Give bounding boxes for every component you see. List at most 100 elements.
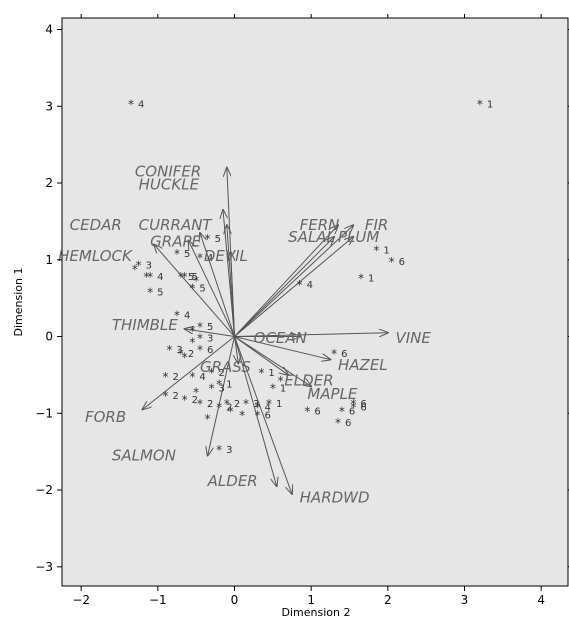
point-marker: * (350, 397, 356, 411)
point-group-label: 2 (226, 403, 232, 414)
point-marker: * (216, 443, 222, 457)
point-marker: * (243, 397, 249, 411)
y-tick-label: 1 (45, 253, 53, 267)
point-marker: * (189, 335, 195, 349)
loading-vectors (143, 168, 388, 494)
point-group-label: 5 (199, 284, 205, 295)
x-tick-label: 0 (231, 593, 239, 607)
point-marker: * (228, 404, 234, 418)
point-group-label: 6 (360, 403, 366, 414)
vector-label-plum: PLUM (338, 228, 379, 246)
point-marker: * (197, 397, 203, 411)
point-group-label: 4 (184, 311, 190, 322)
point-marker: * (143, 270, 149, 284)
vector-label-hazel: HAZEL (338, 356, 388, 374)
point-group-label: 1 (280, 383, 286, 394)
vector-hardwd (234, 336, 293, 494)
vector-fir (234, 225, 354, 337)
point-marker: * (189, 282, 195, 296)
vector-label-hardwd: HARDWD (300, 489, 370, 507)
point-group-label: 3 (176, 345, 182, 356)
point-marker: * (163, 370, 169, 384)
x-tick-label: 2 (384, 593, 392, 607)
vector-maple (234, 336, 312, 387)
point-marker: * (182, 351, 188, 365)
point-group-label: 2 (219, 368, 225, 379)
vector-salal (234, 237, 335, 337)
point-marker: * (258, 366, 264, 380)
point-marker: * (163, 389, 169, 403)
point-marker: * (132, 262, 138, 276)
x-tick-label: 1 (307, 593, 315, 607)
point-marker: * (389, 255, 395, 269)
point-group-label: 2 (173, 372, 179, 383)
point-marker: * (178, 347, 184, 361)
vector-label-forb: FORB (85, 408, 126, 426)
vector-label-devil: DEVIL (204, 247, 248, 265)
point-group-label: 6 (341, 349, 347, 360)
vector-label-hemlock: HEMLOCK (58, 247, 133, 265)
vector-label-salal: SALAL (288, 228, 335, 246)
point-group-label: 5 (192, 272, 198, 283)
point-group-label: 4 (265, 403, 271, 414)
vector-label-fir: FIR (365, 216, 388, 234)
point-marker: * (358, 272, 364, 286)
point-group-label: 6 (345, 418, 351, 429)
vector-label-salmon: SALMON (112, 447, 176, 465)
y-tick-label: −2 (35, 483, 53, 497)
point-group-label: 3 (219, 383, 225, 394)
x-tick-label: 4 (537, 593, 545, 607)
point-marker: * (197, 251, 203, 265)
point-group-label: 1 (226, 380, 232, 391)
point-marker: * (147, 285, 153, 299)
point-group-label: 4 (199, 372, 205, 383)
x-tick-label: 3 (461, 593, 469, 607)
point-group-label: 6 (399, 257, 405, 268)
point-marker: * (270, 381, 276, 395)
point-marker: * (209, 381, 215, 395)
point-marker: * (350, 401, 356, 415)
point-marker: * (477, 97, 483, 111)
point-group-label: 3 (253, 399, 259, 410)
vector-label-ocean: OCEAN (254, 329, 307, 347)
y-tick-label: −3 (35, 560, 53, 574)
point-marker: * (147, 270, 153, 284)
point-marker: * (128, 97, 134, 111)
point-group-label: 5 (215, 234, 221, 245)
point-marker: * (239, 408, 245, 422)
point-group-label: 6 (349, 406, 355, 417)
y-tick-label: −1 (35, 406, 53, 420)
point-group-label: 2 (234, 399, 240, 410)
point-marker: * (178, 270, 184, 284)
point-marker: * (335, 416, 341, 430)
point-group-label: 1 (487, 99, 493, 110)
y-tick-label: 0 (45, 330, 53, 344)
x-tick-label: −2 (72, 593, 90, 607)
point-group-label: 3 (146, 261, 152, 272)
vector-label-grape: GRAPE (150, 232, 201, 250)
point-marker: * (331, 347, 337, 361)
vector-vine (234, 333, 388, 338)
point-group-label: 6 (314, 406, 320, 417)
point-group-label: 4 (157, 272, 163, 283)
point-marker: * (216, 378, 222, 392)
vector-fern (234, 225, 339, 337)
point-group-label: 6 (265, 410, 271, 421)
point-marker: * (205, 412, 211, 426)
point-marker: * (255, 408, 261, 422)
point-group-label: 2 (207, 399, 213, 410)
vector-cedar (200, 233, 235, 337)
vector-label-vine: VINE (396, 329, 432, 347)
vector-label-currant: CURRANT (139, 216, 214, 234)
y-tick-label: 2 (45, 176, 53, 190)
point-group-label: 6 (207, 345, 213, 356)
point-group-label: 5 (157, 287, 163, 298)
y-tick-label: 3 (45, 99, 53, 113)
point-marker: * (373, 243, 379, 257)
vector-devil (231, 252, 235, 337)
vector-grass (235, 336, 239, 364)
vector-label-fern: FERN (300, 216, 340, 234)
vector-label-alder: ALDER (207, 472, 258, 490)
